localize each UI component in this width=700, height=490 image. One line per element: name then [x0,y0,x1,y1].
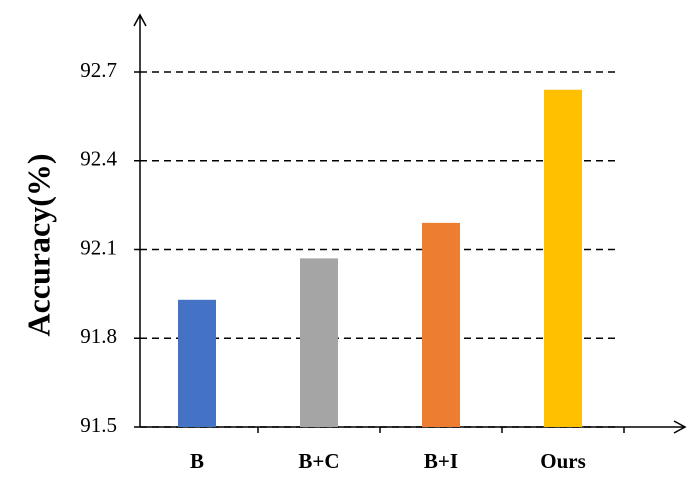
y-tick-label: 92.1 [80,235,117,259]
x-tick-label: B+C [298,449,339,473]
y-tick-label: 91.8 [80,324,117,348]
y-tick-label: 92.4 [80,147,117,171]
y-axis-arrow [133,13,147,27]
x-tick-label: B [190,449,204,473]
y-axis-label: Accuracy(%) [20,153,56,336]
bar [544,89,582,427]
x-axis-arrow [673,420,687,434]
bar [300,258,338,427]
y-tick-label: 91.5 [80,413,117,437]
bar [178,299,216,427]
y-tick-label: 92.7 [80,58,117,82]
x-tick-label: B+I [424,449,458,473]
bar [422,222,460,427]
x-tick-label: Ours [540,449,586,473]
